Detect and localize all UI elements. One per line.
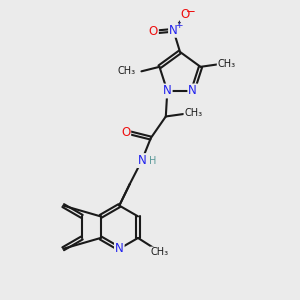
- Text: N: N: [188, 85, 197, 98]
- Text: O: O: [181, 8, 190, 21]
- Text: O: O: [149, 25, 158, 38]
- Text: O: O: [121, 126, 130, 139]
- Text: N: N: [163, 85, 172, 98]
- Text: N: N: [115, 242, 124, 255]
- Text: CH₃: CH₃: [218, 59, 236, 69]
- Text: −: −: [186, 4, 196, 18]
- Text: CH₃: CH₃: [151, 248, 169, 257]
- Text: H: H: [148, 156, 156, 166]
- Text: +: +: [175, 21, 182, 30]
- Text: N: N: [137, 154, 146, 167]
- Text: CH₃: CH₃: [184, 108, 202, 118]
- Text: CH₃: CH₃: [117, 66, 136, 76]
- Text: N: N: [169, 24, 178, 37]
